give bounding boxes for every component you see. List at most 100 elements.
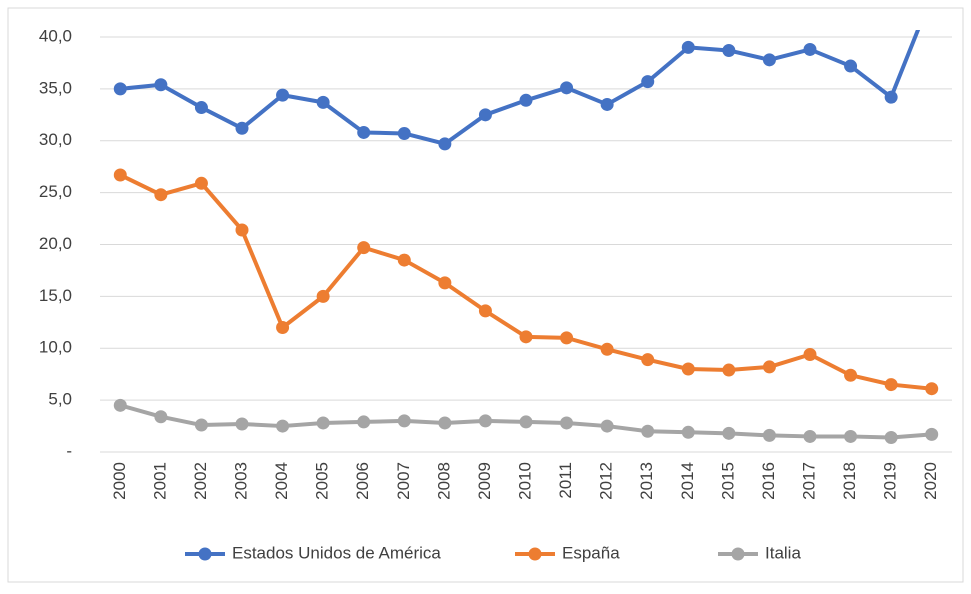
data-point [357, 415, 371, 429]
data-point [357, 241, 371, 255]
x-tick-label: 2000 [110, 462, 129, 500]
legend-label: Estados Unidos de América [232, 543, 441, 562]
legend-marker [731, 547, 745, 561]
y-tick-label: 5,0 [48, 390, 72, 409]
y-tick-label: 40,0 [39, 26, 72, 45]
data-point [276, 88, 290, 102]
data-point [722, 363, 736, 377]
data-point [641, 353, 655, 367]
data-point [478, 108, 492, 122]
x-tick-label: 2002 [191, 462, 210, 500]
data-point [316, 416, 330, 430]
data-point [600, 419, 614, 433]
x-tick-label: 2020 [921, 462, 940, 500]
data-point [276, 419, 290, 433]
data-point [641, 75, 655, 89]
data-point [154, 410, 168, 424]
data-point [316, 95, 330, 109]
y-tick-label: 35,0 [39, 78, 72, 97]
data-point [235, 417, 249, 431]
x-tick-label: 2004 [272, 462, 291, 500]
data-point [397, 126, 411, 140]
x-tick-label: 2010 [515, 462, 534, 500]
data-point [925, 0, 938, 2]
y-tick-label: 10,0 [39, 338, 72, 357]
data-point [560, 331, 574, 345]
x-tick-label: 2007 [394, 462, 413, 500]
legend-marker [198, 547, 212, 561]
legend-label: España [562, 543, 620, 562]
x-tick-label: 2013 [637, 462, 656, 500]
data-point [600, 342, 614, 356]
x-tick-label: 2011 [556, 462, 575, 499]
data-point [276, 321, 290, 334]
x-tick-label: 2017 [799, 462, 818, 500]
y-tick-label: 15,0 [39, 286, 72, 305]
data-point [235, 121, 249, 135]
data-point [154, 188, 168, 202]
data-point [519, 415, 533, 429]
data-point [478, 304, 492, 318]
data-point [844, 59, 858, 73]
data-point [762, 53, 776, 67]
data-point [357, 125, 371, 139]
data-point [154, 78, 168, 92]
data-point [884, 430, 898, 444]
data-point [925, 427, 939, 441]
data-point [560, 81, 574, 95]
data-point [803, 347, 817, 361]
data-point [316, 289, 330, 303]
data-point [600, 97, 614, 111]
y-tick-label: 25,0 [39, 182, 72, 201]
x-tick-label: 2015 [718, 462, 737, 500]
data-point [113, 398, 127, 412]
data-point [397, 253, 411, 267]
x-tick-label: 2005 [313, 462, 332, 500]
data-point [478, 414, 492, 428]
data-point [519, 93, 533, 107]
data-point [925, 382, 939, 396]
data-point [194, 176, 208, 190]
x-tick-label: 2006 [353, 462, 372, 500]
data-point [438, 137, 452, 151]
data-point [844, 368, 858, 382]
data-point [681, 425, 695, 439]
legend-marker [528, 547, 542, 561]
x-tick-label: 2014 [678, 462, 697, 500]
data-point [762, 360, 776, 374]
data-point [722, 426, 736, 440]
x-tick-label: 2018 [840, 462, 859, 500]
data-point [235, 223, 249, 237]
data-point [681, 362, 695, 376]
data-point [722, 43, 736, 57]
data-point [438, 276, 452, 290]
chart-frame [7, 7, 964, 583]
data-point [113, 168, 127, 182]
data-point [803, 429, 817, 443]
x-tick-label: 2009 [475, 462, 494, 500]
data-point [844, 429, 858, 443]
data-point [519, 330, 533, 344]
data-point [560, 416, 574, 430]
y-tick-label: 30,0 [39, 130, 72, 149]
y-tick-label: - [66, 441, 72, 460]
data-point [438, 416, 452, 430]
x-tick-label: 2019 [881, 462, 900, 500]
y-tick-label: 20,0 [39, 234, 72, 253]
data-point [884, 90, 898, 104]
data-point [762, 428, 776, 442]
data-point [113, 82, 127, 96]
x-tick-label: 2001 [150, 462, 169, 500]
data-point [194, 418, 208, 432]
x-tick-label: 2008 [434, 462, 453, 500]
data-point [803, 42, 817, 56]
x-tick-label: 2016 [759, 462, 778, 500]
x-tick-label: 2003 [231, 462, 250, 500]
plot-area [113, 0, 939, 444]
data-point [681, 40, 695, 54]
data-point [884, 378, 898, 392]
data-point [397, 414, 411, 428]
x-tick-label: 2012 [597, 462, 616, 500]
legend-label: Italia [765, 543, 801, 562]
